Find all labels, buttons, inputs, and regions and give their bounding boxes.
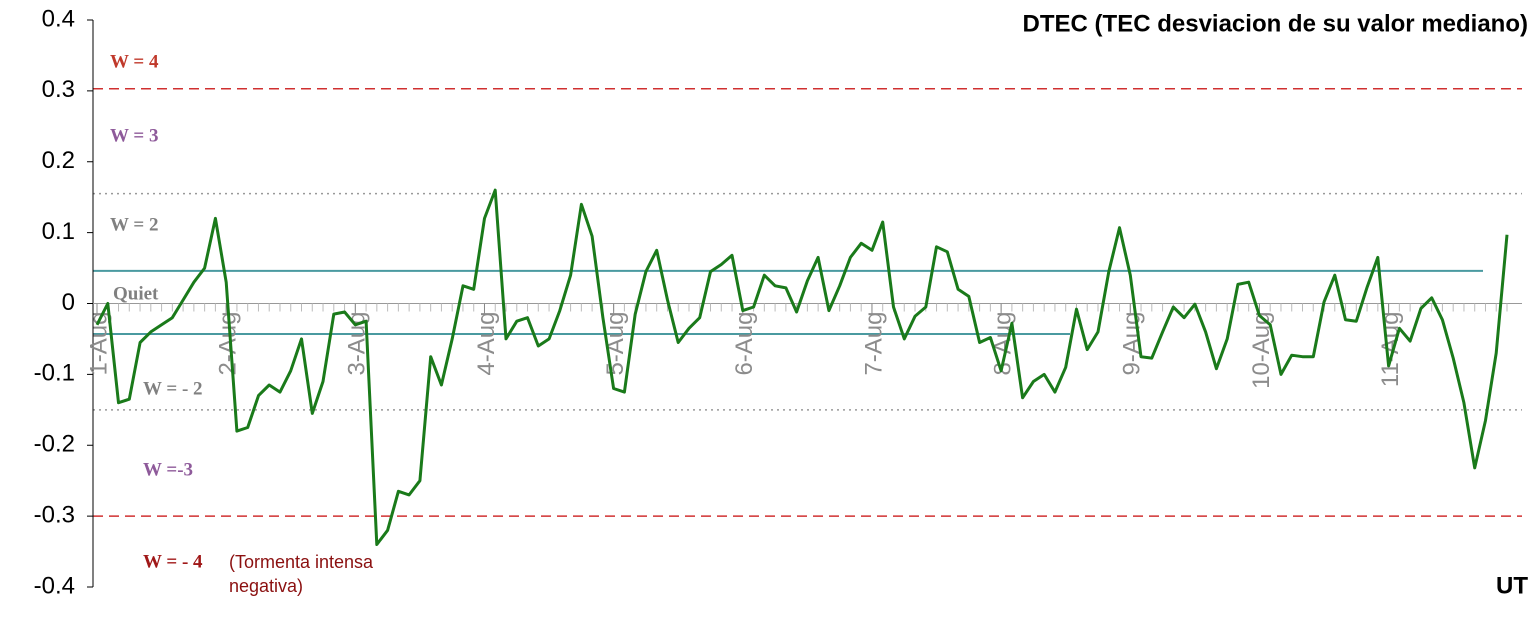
y-tick-label: -0.3 [34, 501, 75, 528]
x-tick-label: 10-Aug [1248, 312, 1275, 389]
x-tick-label: 7-Aug [860, 312, 887, 376]
x-tick-label: 6-Aug [731, 312, 758, 376]
annotation: negativa) [229, 576, 303, 596]
y-tick-label: 0.3 [42, 76, 75, 103]
data-line [95, 188, 1509, 546]
annotation: Quiet [113, 283, 159, 304]
annotation: W = 4 [110, 51, 159, 72]
annotation: W = 2 [110, 214, 158, 235]
y-tick-label: 0 [62, 289, 75, 316]
y-tick-label: 0.4 [42, 5, 75, 32]
annotation: W = - 2 [143, 378, 203, 399]
y-tick-label: 0.2 [42, 147, 75, 174]
y-tick-label: -0.2 [34, 431, 75, 458]
y-tick-label: -0.1 [34, 360, 75, 387]
annotation: W = 3 [110, 125, 158, 146]
y-tick-label: -0.4 [34, 572, 75, 599]
x-axis-label: UT [1496, 572, 1528, 599]
x-tick-label: 4-Aug [473, 312, 500, 376]
y-tick-label: 0.1 [42, 218, 75, 245]
annotation: W =-3 [143, 459, 193, 480]
chart-title: DTEC (TEC desviacion de su valor mediano… [1023, 10, 1528, 37]
x-tick-label: 11-Aug [1377, 312, 1404, 388]
annotation: (Tormenta intensa [229, 552, 374, 572]
annotation: W = - 4 [143, 551, 203, 572]
x-tick-label: 9-Aug [1119, 312, 1146, 376]
